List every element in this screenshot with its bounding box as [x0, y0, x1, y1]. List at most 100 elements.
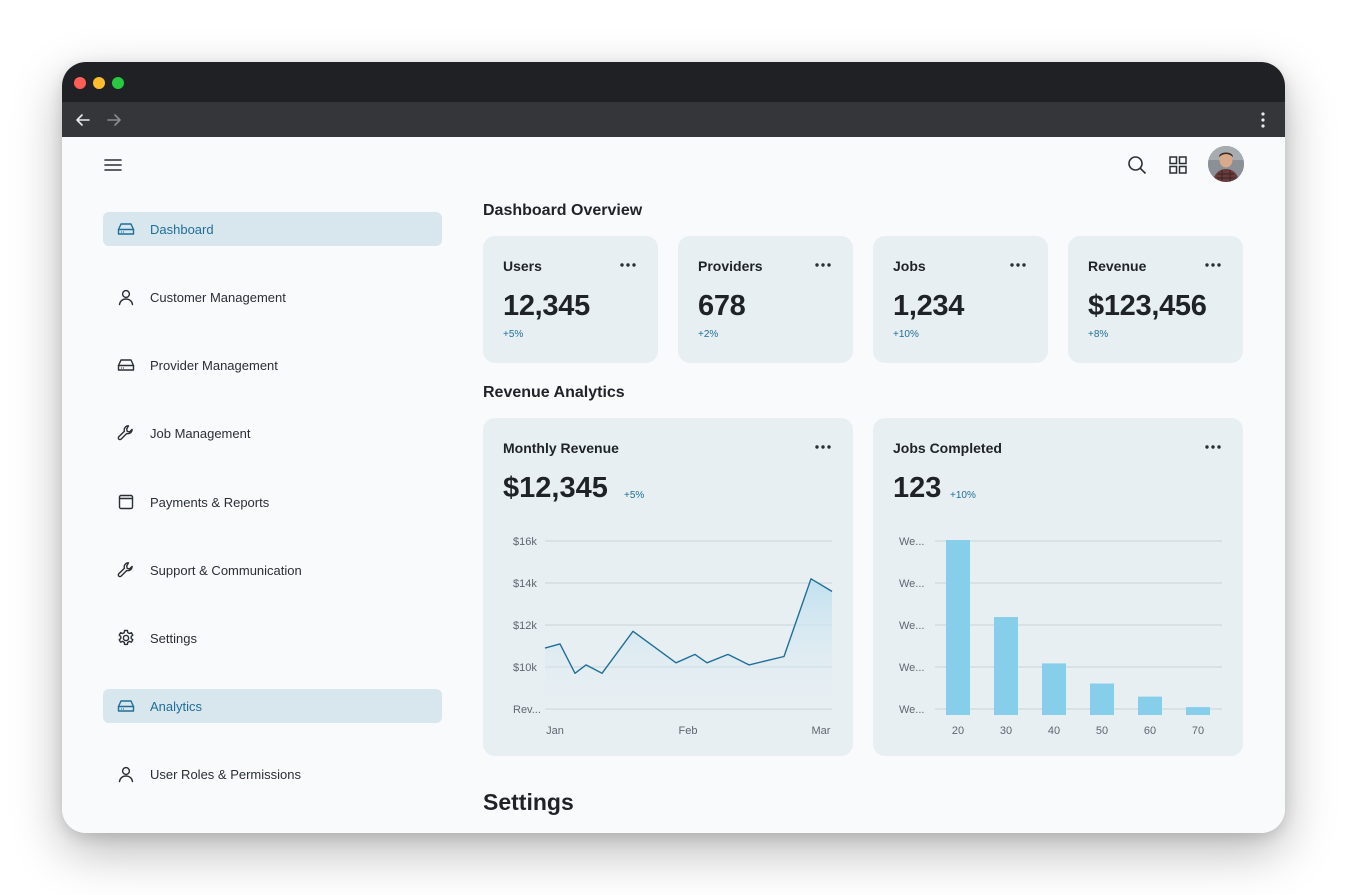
sidebar-item-job-management[interactable]: Job Management: [103, 416, 442, 450]
card-value: $123,456: [1088, 290, 1207, 322]
drive-icon: [115, 354, 137, 376]
bar: [994, 617, 1018, 715]
revenue-line: [544, 578, 833, 674]
y-tick-label: $12k: [513, 620, 537, 632]
window-icon: [115, 491, 137, 513]
card-title: Users: [503, 258, 542, 274]
sidebar-item-label: Dashboard: [150, 221, 214, 237]
sidebar-item-label: Support & Communication: [150, 562, 302, 578]
y-tick-label: We...: [899, 620, 924, 632]
x-tick-label: Mar: [812, 725, 831, 737]
card-delta: +5%: [624, 490, 645, 501]
x-tick-label: Jan: [546, 725, 564, 737]
card-value: 1,234: [893, 290, 965, 322]
x-tick-label: 70: [1192, 725, 1204, 737]
card-title: Jobs Completed: [893, 440, 1002, 456]
section-title-settings: Settings: [483, 789, 574, 815]
sidebar-item-user-roles-permissions[interactable]: User Roles & Permissions: [103, 757, 442, 791]
sidebar-item-label: Payments & Reports: [150, 494, 270, 510]
avatar[interactable]: [1208, 146, 1244, 182]
sidebar-item-provider-management[interactable]: Provider Management: [103, 348, 442, 382]
jobs-completed-card: Jobs Completed 123 +10% We... We... We... W…: [873, 418, 1243, 756]
y-tick-label: We...: [899, 536, 924, 548]
card-delta: +10%: [950, 490, 976, 501]
card-value: 678: [698, 290, 746, 322]
drive-icon: [115, 218, 137, 240]
sidebar-item-label: Analytics: [150, 698, 203, 714]
back-arrow-icon[interactable]: [72, 109, 94, 131]
y-tick-label: We...: [899, 704, 924, 716]
sidebar-item-label: Settings: [150, 630, 197, 646]
card-title: Monthly Revenue: [503, 440, 619, 456]
section-title-overview: Dashboard Overview: [483, 202, 643, 219]
jobs-completed-chart: We... We... We... We... We... 20 30 40 50 60 70: [899, 536, 1222, 737]
stat-card-providers: Providers 678 +2%: [678, 236, 853, 363]
app-content: Dashboard Customer Management Provider Man…: [62, 137, 1285, 833]
drive-icon: [115, 695, 137, 717]
y-tick-label: $16k: [513, 536, 537, 548]
bar: [1138, 696, 1162, 715]
x-tick-label: 60: [1144, 725, 1156, 737]
stat-card-users: Users 12,345 +5%: [483, 236, 658, 363]
more-options-icon[interactable]: [813, 257, 833, 273]
gear-icon: [115, 627, 137, 649]
card-delta: +5%: [503, 329, 524, 340]
more-options-icon[interactable]: [1203, 439, 1223, 455]
x-tick-label: Feb: [679, 725, 698, 737]
bar: [1186, 707, 1210, 715]
sidebar-item-label: User Roles & Permissions: [150, 766, 301, 782]
forward-arrow-icon[interactable]: [103, 109, 125, 131]
user-icon: [115, 286, 137, 308]
card-title: Revenue: [1088, 258, 1147, 274]
search-icon[interactable]: [1125, 153, 1149, 177]
sidebar-item-customer-management[interactable]: Customer Management: [103, 280, 442, 314]
sidebar-item-analytics[interactable]: Analytics: [103, 689, 442, 723]
y-tick-label: Rev...: [513, 704, 541, 716]
close-window-button[interactable]: [74, 77, 86, 89]
y-tick-label: We...: [899, 578, 924, 590]
grid-icon[interactable]: [1166, 153, 1190, 177]
revenue-area: [545, 578, 832, 709]
card-delta: +8%: [1088, 329, 1109, 340]
maximize-window-button[interactable]: [112, 77, 124, 89]
hamburger-icon[interactable]: [102, 154, 124, 176]
y-tick-label: $14k: [513, 578, 537, 590]
sidebar-item-label: Job Management: [150, 425, 251, 441]
card-title: Providers: [698, 258, 763, 274]
more-options-icon[interactable]: [1008, 257, 1028, 273]
browser-menu-icon[interactable]: [1255, 110, 1271, 130]
card-value: $12,345: [503, 472, 608, 504]
y-tick-label: $10k: [513, 662, 537, 674]
sidebar-item-dashboard[interactable]: Dashboard: [103, 212, 442, 246]
browser-toolbar: [62, 102, 1285, 137]
bar: [1042, 663, 1066, 715]
x-tick-label: 50: [1096, 725, 1108, 737]
more-options-icon[interactable]: [618, 257, 638, 273]
more-options-icon[interactable]: [1203, 257, 1223, 273]
stat-card-revenue: Revenue $123,456 +8%: [1068, 236, 1243, 363]
stat-card-jobs: Jobs 1,234 +10%: [873, 236, 1048, 363]
card-value: 12,345: [503, 290, 590, 322]
card-title: Jobs: [893, 258, 926, 274]
card-value: 123: [893, 472, 942, 504]
bar: [1090, 683, 1114, 715]
section-title-analytics: Revenue Analytics: [483, 384, 625, 401]
browser-window: Dashboard Customer Management Provider Man…: [62, 62, 1285, 833]
wrench-icon: [115, 422, 137, 444]
x-tick-label: 30: [1000, 725, 1012, 737]
user-icon: [115, 763, 137, 785]
y-tick-label: We...: [899, 662, 924, 674]
sidebar-item-label: Customer Management: [150, 289, 286, 305]
sidebar-item-settings[interactable]: Settings: [103, 621, 442, 655]
card-delta: +10%: [893, 329, 919, 340]
monthly-revenue-card: Monthly Revenue $12,345 +5% Rev... $10k $1…: [483, 418, 853, 756]
card-delta: +2%: [698, 329, 719, 340]
title-bar: [62, 62, 1285, 102]
sidebar-item-payments-reports[interactable]: Payments & Reports: [103, 485, 442, 519]
minimize-window-button[interactable]: [93, 77, 105, 89]
x-tick-label: 20: [952, 725, 964, 737]
x-tick-label: 40: [1048, 725, 1060, 737]
monthly-revenue-chart: Rev... $10k $12k $14k $16k Jan Feb Mar: [513, 536, 833, 737]
sidebar-item-support-communication[interactable]: Support & Communication: [103, 553, 442, 587]
more-options-icon[interactable]: [813, 439, 833, 455]
